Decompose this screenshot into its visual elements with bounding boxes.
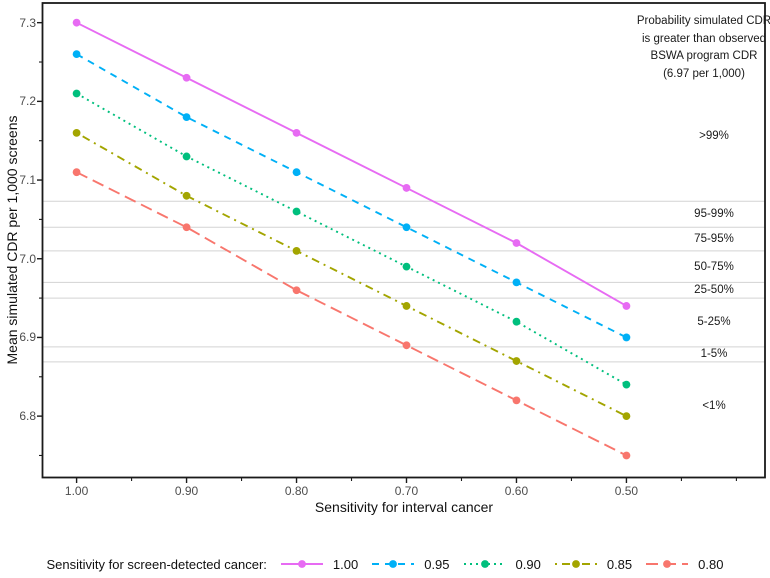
legend-key-line-icon <box>554 560 597 568</box>
probability-annotation-line: is greater than observed <box>641 32 767 45</box>
data-point-1.00-0.70 <box>402 184 411 192</box>
probability-annotation: Probability simulated CDR is greater than… <box>629 13 770 83</box>
data-point-0.85-0.70 <box>402 302 411 310</box>
data-point-0.85-0.50 <box>622 412 631 421</box>
data-point-0.85-0.90 <box>182 191 191 200</box>
data-point-0.95-0.60 <box>512 278 521 287</box>
x-tick-label: 0.60 <box>504 484 529 498</box>
data-point-1.00-0.80 <box>292 128 301 137</box>
y-tick-label: 7.2 <box>19 94 36 109</box>
legend-item-1.00: 1.00 <box>280 556 358 572</box>
data-point-1.00-1.00 <box>72 18 81 27</box>
data-point-0.95-0.80 <box>292 168 301 177</box>
data-point-0.95-0.70 <box>402 223 411 232</box>
probability-band-label: 25-50% <box>694 284 734 297</box>
series-line-0.90 <box>76 92 627 386</box>
legend-item-0.95: 0.95 <box>371 556 450 572</box>
legend: Sensitivity for screen-detected cancer: … <box>0 551 770 577</box>
data-point-0.90-0.50 <box>622 380 631 389</box>
data-point-0.90-0.60 <box>512 317 521 326</box>
data-point-1.00-0.50 <box>622 302 631 310</box>
legend-key-line-icon <box>280 560 323 568</box>
legend-items: 1.00 0.95 0.90 0.85 0.80 <box>280 556 723 572</box>
data-point-0.80-0.90 <box>182 223 191 232</box>
data-point-0.90-0.90 <box>182 152 191 161</box>
x-tick-label: 1.00 <box>64 484 89 498</box>
legend-key-point <box>663 560 672 568</box>
legend-key-line-icon <box>463 560 506 568</box>
x-axis-title: Sensitivity for interval cancer <box>314 499 494 515</box>
legend-label: 0.90 <box>515 556 541 572</box>
probability-band-label: 95-99% <box>694 207 734 220</box>
legend-key-line-icon <box>372 560 415 568</box>
legend-key-point <box>480 560 489 568</box>
probability-band-label: 75-95% <box>694 233 734 246</box>
series-line-1.00 <box>76 21 627 307</box>
data-point-0.80-1.00 <box>72 168 81 177</box>
legend-key-point <box>298 560 306 568</box>
legend-key-line-icon <box>646 560 689 568</box>
data-point-0.95-1.00 <box>72 50 81 59</box>
legend-key-point <box>571 560 580 568</box>
data-point-0.95-0.90 <box>182 113 191 122</box>
x-tick-label: 0.50 <box>614 484 639 498</box>
series-line-0.85 <box>76 132 627 417</box>
y-axis-title: Mean simulated CDR per 1,000 screens <box>4 115 20 365</box>
series-line-0.80 <box>76 171 627 457</box>
probability-annotation-line: Probability simulated CDR <box>636 15 770 27</box>
data-point-0.90-0.80 <box>292 207 301 216</box>
data-point-0.80-0.80 <box>292 286 301 295</box>
legend-label: 0.95 <box>424 556 450 572</box>
y-tick-label: 7.1 <box>19 173 36 188</box>
data-point-0.90-1.00 <box>72 89 81 98</box>
data-point-0.80-0.60 <box>512 396 521 405</box>
probability-annotation-line: (6.97 per 1,000) <box>663 67 745 80</box>
series-line-0.95 <box>76 53 627 339</box>
legend-key-point <box>389 560 398 568</box>
legend-title: Sensitivity for screen-detected cancer: <box>46 556 267 572</box>
data-point-0.85-0.80 <box>292 246 301 255</box>
legend-label: 0.80 <box>698 556 724 572</box>
legend-item-0.85: 0.85 <box>554 556 632 572</box>
data-point-0.85-1.00 <box>72 128 81 137</box>
data-point-1.00-0.60 <box>512 239 521 247</box>
y-tick-label: 6.9 <box>19 330 36 345</box>
data-point-0.80-0.50 <box>622 451 631 460</box>
x-tick-label: 0.90 <box>174 484 199 498</box>
data-point-0.85-0.60 <box>512 357 521 365</box>
legend-item-0.90: 0.90 <box>463 556 541 572</box>
data-point-1.00-0.90 <box>182 73 191 82</box>
probability-band-label: >99% <box>699 129 729 142</box>
probability-annotation-line: BSWA program CDR <box>650 50 758 62</box>
x-tick-label: 0.70 <box>394 484 419 498</box>
probability-band-label: 1-5% <box>700 347 728 360</box>
x-tick-label: 0.80 <box>284 484 309 498</box>
probability-band-label: <1% <box>702 399 726 412</box>
legend-item-0.80: 0.80 <box>645 556 723 572</box>
legend-label: 0.85 <box>606 556 633 572</box>
y-tick-label: 7.0 <box>19 251 36 266</box>
data-point-0.95-0.50 <box>622 333 631 342</box>
y-tick-label: 7.3 <box>19 15 36 30</box>
panel-border <box>41 2 766 479</box>
y-tick-label: 6.8 <box>19 409 36 424</box>
data-point-0.80-0.70 <box>402 341 411 350</box>
probability-band-label: 50-75% <box>694 260 734 273</box>
legend-label: 1.00 <box>332 556 359 572</box>
data-point-0.90-0.70 <box>402 262 411 271</box>
probability-band-label: 5-25% <box>697 316 731 329</box>
